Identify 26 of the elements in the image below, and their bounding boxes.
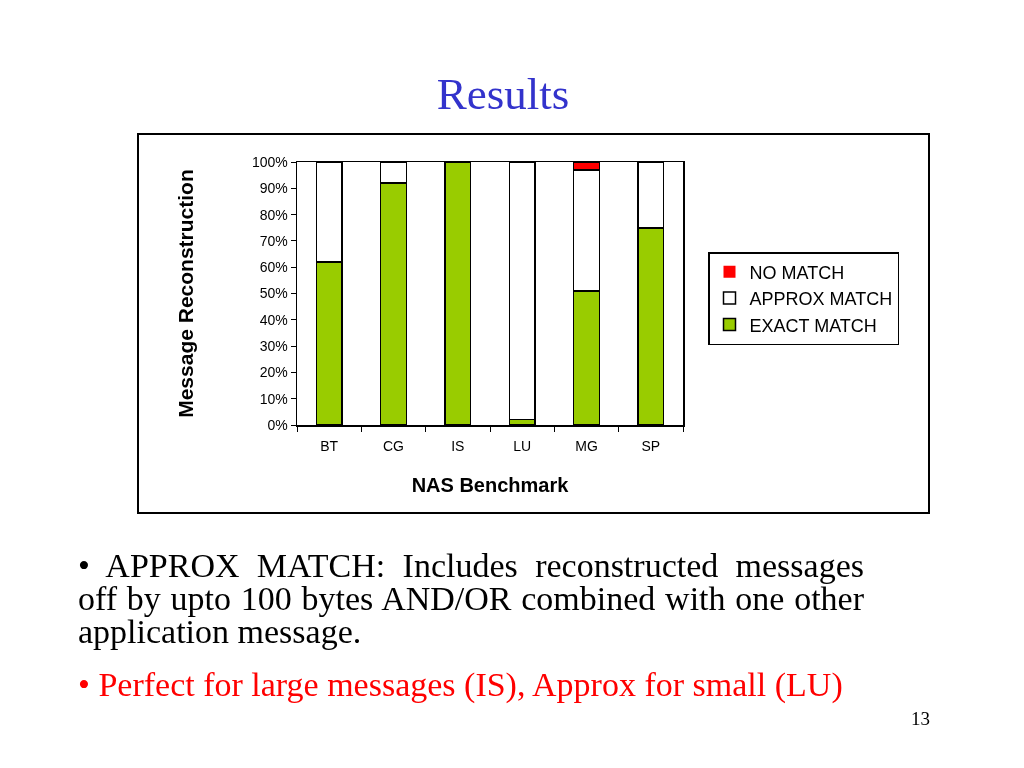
y-tick-label: 10% xyxy=(259,390,288,407)
x-tick-label: SP xyxy=(641,438,661,455)
y-tick-label: 20% xyxy=(259,364,288,381)
y-tick-label: 40% xyxy=(259,311,288,328)
x-tick-label: BT xyxy=(320,438,339,455)
y-tick-label: 30% xyxy=(259,338,288,354)
y-tick-label: 60% xyxy=(259,259,288,276)
legend-label: APPROX MATCH xyxy=(749,289,893,310)
x-tick-label: CG xyxy=(383,438,404,455)
x-tick-label: MG xyxy=(575,438,598,455)
y-tick-label: 80% xyxy=(259,206,288,223)
y-tick-label: 0% xyxy=(267,416,288,433)
y-tick-label: 100% xyxy=(251,153,288,170)
y-axis-title: Message Reconstruction xyxy=(174,169,198,418)
y-tick-label: 70% xyxy=(259,232,288,249)
text: • APPROX MATCH: Includes reconstructed messages off by upto 100 bytes AND/OR combined with one other application message. xyxy=(78,547,864,650)
chart-title: Results xyxy=(436,68,570,119)
text: • Perfect for large messages (IS), Approx for small (LU) xyxy=(78,666,844,703)
x-tick-label: IS xyxy=(451,438,465,455)
text: 13 xyxy=(910,708,930,730)
x-axis-title: NAS Benchmark xyxy=(411,473,570,496)
x-tick-label: LU xyxy=(513,438,532,455)
y-tick-label: 50% xyxy=(259,285,288,302)
y-tick-label: 90% xyxy=(259,180,288,197)
legend-label: EXACT MATCH xyxy=(749,315,877,336)
legend-label: NO MATCH xyxy=(749,262,845,283)
